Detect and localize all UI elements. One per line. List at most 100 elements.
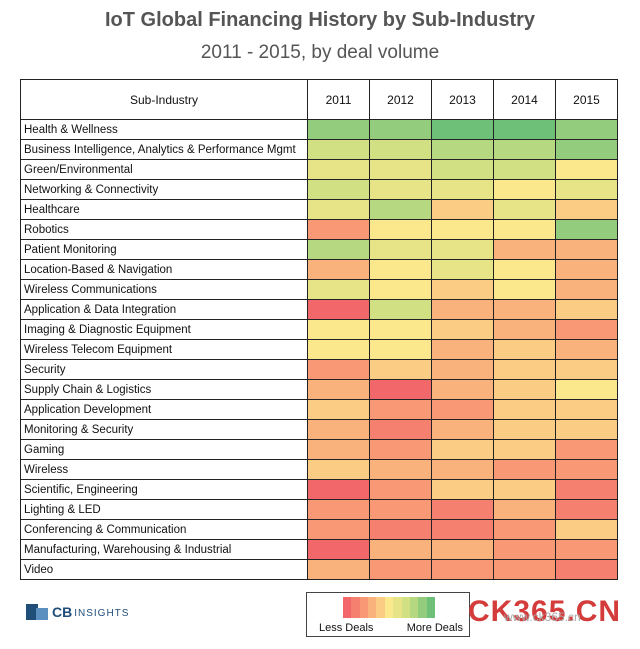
legend-swatch: [343, 597, 352, 618]
heat-cell: [307, 199, 370, 220]
heat-cell: [307, 339, 370, 360]
table-row: Patient Monitoring: [20, 239, 618, 260]
logo-brand: CB: [52, 604, 73, 620]
table-row: Location-Based & Navigation: [20, 259, 618, 280]
row-label: Manufacturing, Warehousing & Industrial: [20, 539, 308, 560]
cb-logo-icon: [26, 604, 48, 620]
chart-subtitle: 2011 - 2015, by deal volume: [200, 42, 440, 63]
table-row: Manufacturing, Warehousing & Industrial: [20, 539, 618, 560]
heat-cell: [555, 279, 618, 300]
heat-cell: [555, 239, 618, 260]
heatmap-table: Sub-Industry 2011 2012 2013 2014 2015 He…: [20, 79, 618, 580]
watermark: CK365.CN: [468, 595, 622, 628]
cbinsights-logo: CB INSIGHTS: [26, 604, 129, 620]
table-row: Scientific, Engineering: [20, 479, 618, 500]
row-label: Lighting & LED: [20, 499, 308, 520]
table-row: Networking & Connectivity: [20, 179, 618, 200]
heat-cell: [493, 419, 556, 440]
heat-cell: [493, 519, 556, 540]
table-row: Wireless: [20, 459, 618, 480]
heat-cell: [369, 499, 432, 520]
heat-cell: [369, 319, 432, 340]
heat-cell: [493, 219, 556, 240]
heat-cell: [493, 279, 556, 300]
row-header-label: Sub-Industry: [20, 79, 308, 120]
row-label: Gaming: [20, 439, 308, 460]
row-label: Wireless Communications: [20, 279, 308, 300]
heat-cell: [369, 199, 432, 220]
heat-cell: [493, 459, 556, 480]
legend-swatch: [351, 597, 360, 618]
heat-cell: [307, 359, 370, 380]
heat-cell: [307, 539, 370, 560]
heat-cell: [369, 179, 432, 200]
heat-cell: [307, 119, 370, 140]
heat-cell: [431, 379, 494, 400]
heat-cell: [555, 559, 618, 580]
heat-cell: [431, 479, 494, 500]
heat-cell: [369, 339, 432, 360]
heat-cell: [307, 179, 370, 200]
heat-cell: [555, 339, 618, 360]
heat-cell: [369, 379, 432, 400]
heat-cell: [431, 139, 494, 160]
legend-swatch: [393, 597, 402, 618]
heat-cell: [307, 399, 370, 420]
heat-cell: [431, 179, 494, 200]
heat-cell: [431, 319, 494, 340]
row-label: Monitoring & Security: [20, 419, 308, 440]
heat-cell: [431, 439, 494, 460]
heat-cell: [307, 479, 370, 500]
row-label: Video: [20, 559, 308, 580]
heat-cell: [555, 479, 618, 500]
heat-cell: [555, 419, 618, 440]
heat-cell: [431, 419, 494, 440]
heat-cell: [369, 119, 432, 140]
row-label: Healthcare: [20, 199, 308, 220]
table-row: Monitoring & Security: [20, 419, 618, 440]
heat-cell: [555, 519, 618, 540]
heat-cell: [431, 199, 494, 220]
heat-cell: [493, 119, 556, 140]
heat-cell: [555, 179, 618, 200]
heat-cell: [369, 239, 432, 260]
legend-low-label: Less Deals: [319, 622, 374, 634]
heat-cell: [431, 519, 494, 540]
heat-cell: [369, 519, 432, 540]
heat-cell: [307, 559, 370, 580]
heat-cell: [307, 379, 370, 400]
heat-cell: [369, 259, 432, 280]
heat-cell: [369, 399, 432, 420]
heat-cell: [307, 299, 370, 320]
heat-cell: [307, 219, 370, 240]
heat-cell: [369, 419, 432, 440]
heat-cell: [307, 439, 370, 460]
heat-cell: [493, 499, 556, 520]
heat-cell: [307, 499, 370, 520]
heat-cell: [555, 299, 618, 320]
heat-cell: [431, 299, 494, 320]
row-label: Wireless Telecom Equipment: [20, 339, 308, 360]
column-header: 2011: [307, 79, 370, 120]
row-label: Business Intelligence, Analytics & Perfo…: [20, 139, 308, 160]
legend-swatch: [359, 597, 369, 618]
heat-cell: [493, 179, 556, 200]
heat-cell: [431, 559, 494, 580]
table-row: Healthcare: [20, 199, 618, 220]
row-label: Wireless: [20, 459, 308, 480]
watermark-sub: www.ck365.cn: [504, 610, 581, 624]
legend-high-label: More Deals: [406, 622, 463, 634]
heat-cell: [307, 159, 370, 180]
row-label: Networking & Connectivity: [20, 179, 308, 200]
heat-cell: [555, 379, 618, 400]
legend-swatch: [418, 597, 427, 618]
heat-cell: [431, 339, 494, 360]
table-row: Business Intelligence, Analytics & Perfo…: [20, 139, 618, 160]
heat-cell: [493, 359, 556, 380]
table-row: Wireless Telecom Equipment: [20, 339, 618, 360]
legend-swatch: [376, 597, 385, 618]
heat-cell: [493, 199, 556, 220]
heat-cell: [431, 399, 494, 420]
heat-cell: [493, 159, 556, 180]
table-row: Wireless Communications: [20, 279, 618, 300]
